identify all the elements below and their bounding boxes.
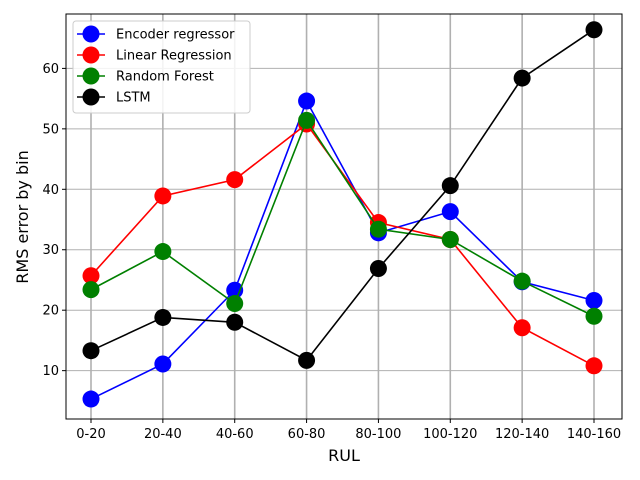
series-line xyxy=(90,122,595,367)
x-tick-label: 20-40 xyxy=(144,427,182,442)
series-lstm xyxy=(82,21,603,369)
y-tick-label: 60 xyxy=(42,62,59,77)
data-point xyxy=(226,171,244,189)
x-tick-label: 140-160 xyxy=(567,427,621,442)
legend-entry: Random Forest xyxy=(77,67,214,85)
data-point xyxy=(82,390,100,408)
legend-label: LSTM xyxy=(116,91,151,106)
legend-entry: Linear Regression xyxy=(77,46,232,64)
data-point xyxy=(154,355,172,373)
x-axis-label: RUL xyxy=(328,446,360,465)
legend-marker xyxy=(82,88,100,106)
x-tick-label: 120-140 xyxy=(495,427,549,442)
legend-label: Encoder regressor xyxy=(116,28,235,43)
y-tick-label: 20 xyxy=(42,304,59,319)
x-tick-label: 40-60 xyxy=(216,427,254,442)
data-point xyxy=(585,307,603,325)
data-point xyxy=(585,357,603,375)
data-point xyxy=(226,313,244,331)
data-point xyxy=(441,230,459,248)
data-point xyxy=(441,203,459,221)
x-tick-label: 80-100 xyxy=(355,427,401,442)
data-point xyxy=(154,243,172,261)
legend-box xyxy=(72,20,251,114)
legend-entry: LSTM xyxy=(77,88,151,106)
data-point xyxy=(82,281,100,299)
data-point xyxy=(513,69,531,87)
series-line xyxy=(90,118,595,317)
data-point xyxy=(441,177,459,195)
plot-frame xyxy=(65,13,623,420)
y-tick-label: 50 xyxy=(42,122,59,137)
series-random-forest xyxy=(82,111,603,325)
series-line xyxy=(90,29,595,362)
data-point xyxy=(82,267,100,285)
legend-label: Random Forest xyxy=(116,70,214,85)
data-point xyxy=(513,319,531,337)
legend-marker xyxy=(82,25,100,43)
x-tick-label: 100-120 xyxy=(423,427,477,442)
data-point xyxy=(82,342,100,360)
data-point xyxy=(369,220,387,238)
data-point xyxy=(369,259,387,277)
data-point xyxy=(298,351,316,369)
data-point xyxy=(154,308,172,326)
data-point xyxy=(226,295,244,313)
data-point xyxy=(298,111,316,129)
series-layer xyxy=(82,21,603,408)
y-tick-label: 30 xyxy=(42,243,59,258)
legend-marker xyxy=(82,46,100,64)
y-axis: 10 20 30 40 50 60 xyxy=(42,62,66,379)
x-tick-label: 0-20 xyxy=(76,427,106,442)
x-axis: 0-20 20-40 40-60 60-80 80-100 100-120 120-140 1… xyxy=(76,419,621,442)
data-point xyxy=(513,272,531,290)
data-point xyxy=(298,92,316,110)
data-point xyxy=(585,21,603,39)
legend: Encoder regressor Linear Regression Random… xyxy=(72,20,251,114)
y-tick-label: 10 xyxy=(42,364,59,379)
legend-entry: Encoder regressor xyxy=(77,25,235,43)
series-line xyxy=(90,99,595,400)
data-point xyxy=(585,292,603,310)
legend-marker xyxy=(82,67,100,85)
legend-label: Linear Regression xyxy=(116,49,232,64)
x-tick-label: 60-80 xyxy=(288,427,326,442)
data-point xyxy=(154,187,172,205)
y-axis-label: RMS error by bin xyxy=(13,150,32,283)
y-tick-label: 40 xyxy=(42,183,59,198)
